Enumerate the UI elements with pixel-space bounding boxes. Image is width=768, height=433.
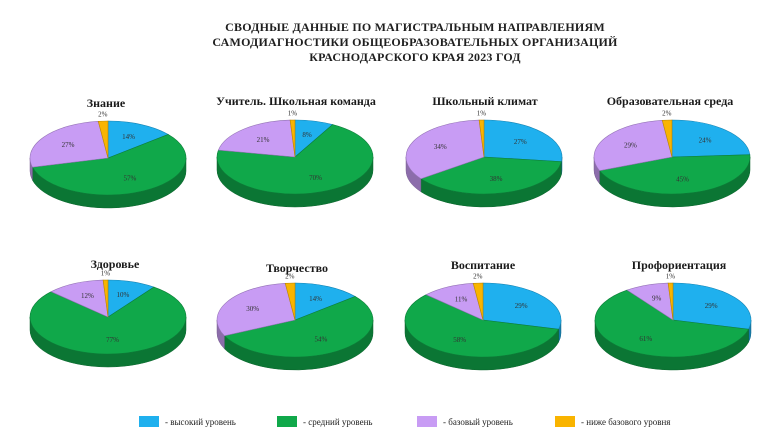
pie-8-slice-high — [672, 282, 752, 330]
pie-chart-8: 29% 61% 9% 1%Профориентация — [594, 258, 752, 371]
pie-2-label-high: 8% — [302, 131, 312, 139]
pie-1-slice-medium — [31, 134, 187, 196]
pie-1-label-basic: 27% — [62, 141, 75, 149]
pie-3-label-high: 27% — [514, 138, 527, 146]
pie-chart-4: 24% 45% 29% 2%Образовательная среда — [593, 94, 751, 208]
legend-item-medium: - средний уровень — [277, 416, 373, 427]
pie-3-label-medium: 38% — [490, 175, 503, 183]
chart-title: СВОДНЫЕ ДАННЫЕ ПО МАГИСТРАЛЬНЫМ НАПРАВЛЕ… — [0, 20, 768, 65]
pie-1-slice-high — [107, 120, 169, 159]
legend: - высокий уровень - средний уровень - ба… — [0, 416, 768, 432]
pie-4-label-below-basic: 2% — [662, 109, 672, 117]
pie-6-slice-high — [294, 282, 356, 321]
pie-chart-5: 10% 77% 12% 1%Здоровье — [29, 257, 187, 368]
pie-chart-6: 14% 54% 30% 2%Творчество — [216, 261, 374, 371]
legend-swatch-high — [139, 416, 159, 427]
pie-7-slice-medium — [404, 294, 560, 358]
pie-2-label-below-basic: 1% — [288, 109, 298, 117]
pie-4-label-high: 24% — [699, 136, 712, 144]
legend-item-below-basic: - ниже базового уровня — [555, 416, 670, 427]
legend-swatch-below-basic — [555, 416, 575, 427]
pie-4-label-basic: 29% — [624, 141, 637, 149]
pie-chart-2: 8% 70% 21% 1%Учитель. Школьная команда — [216, 94, 376, 208]
pie-1-slice-below-basic — [97, 120, 109, 159]
pie-6-label-medium: 54% — [314, 335, 327, 343]
pie-7-slice-below-basic — [472, 282, 484, 321]
pie-7-label-medium: 58% — [453, 336, 466, 344]
pie-chart-7: 29% 58% 11% 2%Воспитание — [404, 258, 562, 371]
legend-label-below-basic: - ниже базового уровня — [581, 416, 671, 427]
pie-8-slice-medium — [594, 289, 750, 358]
pie-3-label-below-basic: 1% — [477, 109, 487, 117]
pie-2-label-basic: 21% — [257, 136, 270, 144]
pie-3-slice-below-basic — [478, 119, 485, 158]
legend-label-medium: - средний уровень — [303, 416, 373, 427]
pie-5-label-high: 10% — [117, 291, 130, 299]
pie-8-label-basic: 9% — [652, 294, 662, 302]
pie-8-label-below-basic: 1% — [666, 272, 676, 280]
pie-6-slice-basic — [216, 282, 296, 337]
pie-1-slice-basic — [29, 120, 109, 168]
pie-6-label-high: 14% — [309, 295, 322, 303]
pie-4-slice-below-basic — [661, 119, 673, 158]
pie-5-label-medium: 77% — [106, 336, 119, 344]
pie-1-label-high: 14% — [122, 133, 135, 141]
pie-7-label-basic: 11% — [455, 296, 468, 304]
pie-2-slice-basic — [217, 119, 296, 158]
pie-3-slice-high — [483, 119, 563, 162]
pie-8-slice-below-basic — [667, 282, 674, 321]
pie-7-slice-high — [482, 282, 562, 330]
pie-2-slice-medium — [216, 124, 374, 195]
pie-2-label-medium: 70% — [309, 174, 322, 182]
pie-7-label-high: 29% — [515, 302, 528, 310]
pie-3-label-basic: 34% — [434, 143, 447, 151]
pie-5-label-below-basic: 1% — [101, 269, 111, 277]
pie-5-slice-below-basic — [102, 279, 109, 318]
pie-8-label-high: 29% — [705, 302, 718, 310]
legend-label-high: - высокий уровень — [165, 416, 236, 427]
pie-4-title: Образовательная среда — [607, 94, 734, 108]
pie-5-title: Здоровье — [91, 257, 140, 271]
pie-2-title: Учитель. Школьная команда — [216, 94, 376, 108]
legend-label-basic: - базовый уровень — [443, 416, 513, 427]
pie-7-label-below-basic: 2% — [473, 272, 483, 280]
legend-swatch-medium — [277, 416, 297, 427]
pie-6-label-below-basic: 2% — [285, 272, 295, 280]
title-line-1: СВОДНЫЕ ДАННЫЕ ПО МАГИСТРАЛЬНЫМ НАПРАВЛЕ… — [225, 20, 605, 34]
legend-swatch-basic — [417, 416, 437, 427]
title-line-3: КРАСНОДАРСКОГО КРАЯ 2023 ГОД — [309, 50, 521, 64]
legend-item-high: - высокий уровень — [139, 416, 236, 427]
legend-item-basic: - базовый уровень — [417, 416, 513, 427]
pie-8-label-medium: 61% — [639, 335, 652, 343]
pie-5-slice-medium — [29, 286, 187, 355]
pie-chart-3: 27% 38% 34% 1%Школьный климат — [405, 94, 563, 208]
pie-4-slice-high — [671, 119, 751, 158]
pie-5-label-basic: 12% — [81, 292, 94, 300]
pie-3-slice-basic — [405, 119, 485, 180]
pie-6-slice-below-basic — [284, 282, 296, 321]
pie-6-slice-medium — [223, 296, 374, 358]
pie-1-label-below-basic: 2% — [98, 110, 108, 118]
pie-6-title: Творчество — [266, 261, 328, 275]
pie-2-slice-below-basic — [289, 119, 296, 158]
title-line-2: САМОДИАГНОСТИКИ ОБЩЕОБРАЗОВАТЕЛЬНЫХ ОРГА… — [212, 35, 618, 49]
pie-4-label-medium: 45% — [676, 175, 689, 183]
pie-8-title: Профориентация — [632, 258, 727, 272]
pie-chart-1: 14% 57% 27% 2%Знание — [29, 96, 187, 209]
pie-4-slice-basic — [593, 119, 673, 171]
pie-3-slice-medium — [420, 156, 562, 195]
pie-3-title: Школьный климат — [432, 94, 537, 108]
pie-1-title: Знание — [87, 96, 126, 110]
pie-1-label-medium: 57% — [124, 174, 137, 182]
pie-4-slice-medium — [598, 154, 751, 195]
pie-7-title: Воспитание — [451, 258, 516, 272]
pie-6-label-basic: 30% — [246, 305, 259, 313]
